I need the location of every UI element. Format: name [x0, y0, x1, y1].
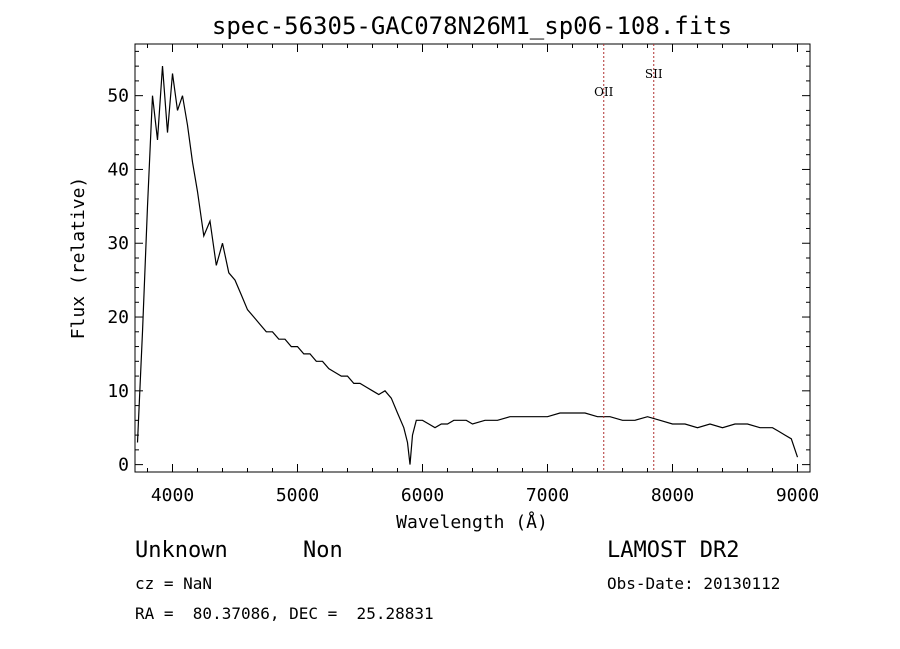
x-tick-label: 9000 — [776, 485, 819, 506]
object-subclass: Non — [303, 538, 343, 563]
x-tick-label: 7000 — [526, 485, 569, 506]
y-tick-label: 50 — [107, 86, 129, 107]
y-tick-label: 30 — [107, 233, 129, 254]
survey-name: LAMOST DR2 — [607, 538, 740, 563]
chart-title: spec-56305-GAC078N26M1_sp06-108.fits — [212, 12, 732, 40]
x-tick-label: 5000 — [276, 485, 319, 506]
y-tick-label: 0 — [118, 455, 129, 476]
x-axis: 4000 5000 6000 7000 8000 9000 — [147, 44, 819, 506]
y-tick-label: 20 — [107, 307, 129, 328]
x-tick-label: 4000 — [151, 485, 194, 506]
plot-area — [136, 66, 799, 465]
observation-date: Obs-Date: 20130112 — [607, 574, 781, 593]
line-marker-label: OII — [594, 85, 614, 99]
spectrum-line — [136, 66, 799, 465]
y-axis: 0 10 20 30 40 50 — [107, 50, 810, 476]
y-tick-label: 10 — [107, 381, 129, 402]
x-tick-label: 8000 — [651, 485, 694, 506]
plot-frame — [134, 43, 811, 473]
y-tick-label: 40 — [107, 159, 129, 180]
line-marker-label: SII — [645, 67, 663, 81]
coordinates: RA = 80.37086, DEC = 25.28831 — [135, 604, 434, 623]
x-axis-label: Wavelength (Å) — [396, 511, 548, 533]
x-tick-label: 6000 — [401, 485, 444, 506]
object-class: Unknown — [135, 538, 228, 563]
line-markers: OII SII — [594, 44, 663, 472]
redshift-value: cz = NaN — [135, 574, 213, 593]
y-axis-label: Flux (relative) — [68, 177, 89, 340]
